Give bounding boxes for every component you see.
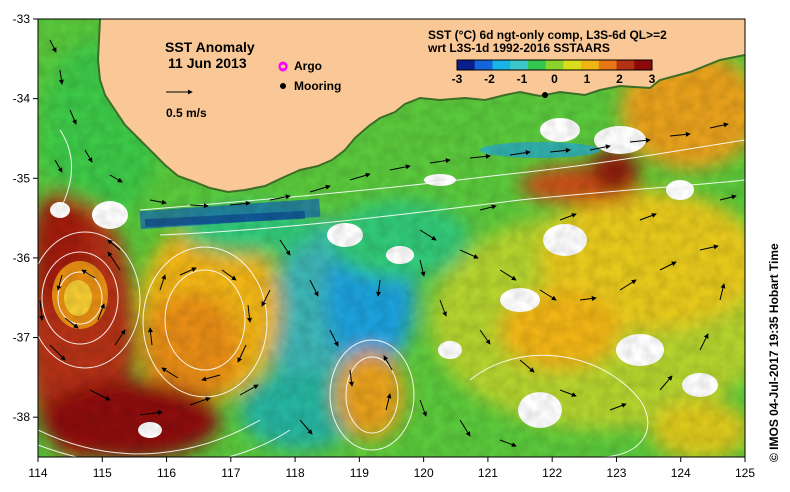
colorbar-swatch <box>545 60 564 70</box>
colorbar-swatch <box>634 60 653 70</box>
colorbar <box>456 59 653 71</box>
x-axis: 114 115 116 117 118 119 120 121 122 123 124 125 <box>28 457 755 480</box>
colorbar-title-line1: SST (°C) 6d ngt-only comp, L3S-6d QL>=2 <box>428 28 667 42</box>
x-tick-label: 119 <box>350 466 369 480</box>
x-tick-label: 122 <box>542 466 562 480</box>
y-axis: -33 -34 -35 -36 -37 -38 <box>13 12 38 424</box>
x-tick-label: 121 <box>478 466 498 480</box>
mooring-legend-label: Mooring <box>294 79 341 93</box>
colorbar-swatch <box>492 60 511 70</box>
colorbar-swatch <box>457 60 476 70</box>
mooring-markers <box>542 92 548 98</box>
scale-arrow-label: 0.5 m/s <box>166 106 207 120</box>
colorbar-swatch <box>616 60 635 70</box>
colorbar-tick-label: 2 <box>616 72 623 86</box>
x-tick-label: 123 <box>606 466 626 480</box>
colorbar-tick-label: 0 <box>551 72 558 86</box>
argo-legend-icon <box>278 61 288 71</box>
colorbar-swatch <box>510 60 529 70</box>
x-tick-label: 124 <box>671 466 691 480</box>
map-title: SST Anomaly <box>165 39 255 55</box>
credit-text: © IMOS 04-Jul-2017 19:35 Hobart Time <box>767 243 781 462</box>
colorbar-tick-label: -2 <box>484 72 495 86</box>
colorbar-swatch <box>581 60 600 70</box>
colorbar-tick-label: 1 <box>584 72 591 86</box>
colorbar-border <box>456 59 653 71</box>
y-tick-label: -38 <box>13 410 31 424</box>
x-tick-label: 115 <box>93 466 112 480</box>
argo-legend-label: Argo <box>294 59 322 73</box>
x-tick-label: 120 <box>414 466 434 480</box>
colorbar-swatch <box>563 60 582 70</box>
map-date: 11 Jun 2013 <box>168 55 247 71</box>
colorbar-swatch <box>474 60 493 70</box>
x-tick-label: 114 <box>28 466 47 480</box>
colorbar-swatch <box>598 60 618 70</box>
y-tick-label: -34 <box>13 92 31 106</box>
mooring-legend-icon <box>280 83 286 89</box>
x-tick-label: 125 <box>735 466 755 480</box>
colorbar-title-line2: wrt L3S-1d 1992-2016 SSTAARS <box>427 41 610 55</box>
x-tick-label: 118 <box>286 466 305 480</box>
y-tick-label: -36 <box>13 251 31 265</box>
plot-frame <box>37 18 746 458</box>
x-tick-label: 117 <box>221 466 240 480</box>
colorbar-tick-label: -1 <box>517 72 528 86</box>
y-tick-label: -37 <box>13 331 31 345</box>
y-tick-label: -35 <box>13 171 31 185</box>
colorbar-tick-label: -3 <box>452 72 463 86</box>
colorbar-swatch <box>527 60 547 70</box>
x-tick-label: 116 <box>157 466 176 480</box>
y-tick-label: -33 <box>13 12 31 26</box>
current-vectors <box>39 39 737 447</box>
colorbar-tick-label: 3 <box>649 72 656 86</box>
ssh-contours <box>38 129 745 457</box>
colorbar-ticks: -3 -2 -1 0 1 2 3 <box>452 72 656 86</box>
sst-field <box>38 19 745 457</box>
